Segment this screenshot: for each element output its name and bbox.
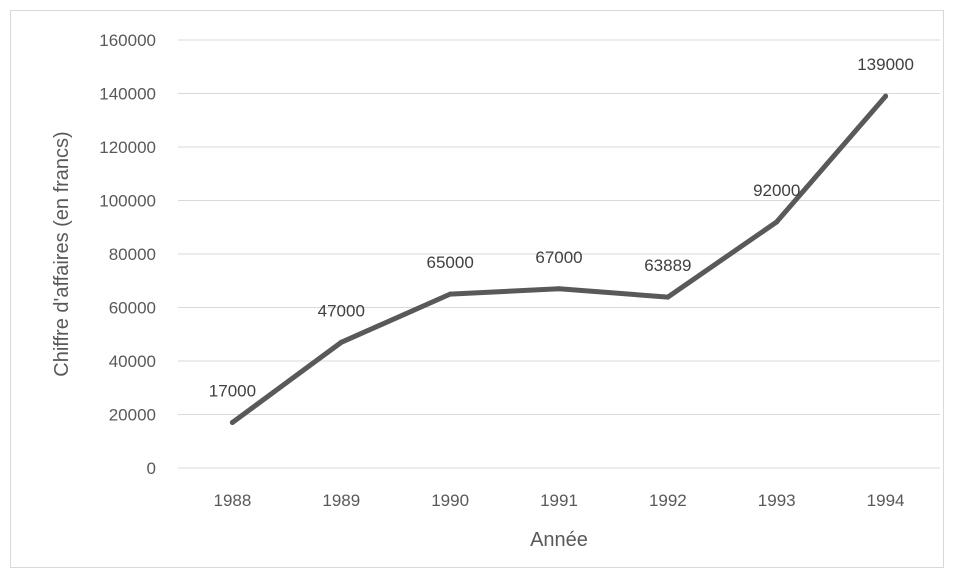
data-label: 63889 bbox=[644, 256, 691, 275]
data-label: 65000 bbox=[427, 253, 474, 272]
x-tick-label: 1990 bbox=[431, 491, 469, 510]
x-tick-label: 1991 bbox=[540, 491, 578, 510]
x-tick-label: 1992 bbox=[649, 491, 687, 510]
y-tick-label: 160000 bbox=[99, 31, 156, 50]
y-axis-ticks: 0 20000 40000 60000 80000 100000 120000 140000 1… bbox=[99, 31, 156, 478]
series-layer bbox=[229, 93, 889, 426]
data-point bbox=[883, 93, 889, 99]
data-point bbox=[774, 219, 780, 225]
x-axis-ticks: 1988 1989 1990 1991 1992 1993 1994 bbox=[214, 491, 905, 510]
x-axis-title: Année bbox=[530, 529, 588, 551]
data-label: 92000 bbox=[753, 181, 800, 200]
chart-frame bbox=[10, 10, 944, 568]
y-tick-label: 100000 bbox=[99, 192, 156, 211]
data-labels: 17000 47000 65000 67000 63889 92000 139000 bbox=[209, 55, 914, 400]
data-point bbox=[447, 291, 453, 297]
y-tick-label: 60000 bbox=[109, 299, 156, 318]
y-tick-label: 80000 bbox=[109, 245, 156, 264]
x-tick-label: 1994 bbox=[867, 491, 905, 510]
x-tick-label: 1989 bbox=[322, 491, 360, 510]
y-tick-label: 40000 bbox=[109, 352, 156, 371]
data-label: 47000 bbox=[318, 301, 365, 320]
y-tick-label: 120000 bbox=[99, 138, 156, 157]
data-point bbox=[556, 286, 562, 292]
data-point bbox=[229, 420, 235, 426]
data-label: 17000 bbox=[209, 382, 256, 401]
x-tick-label: 1988 bbox=[214, 491, 252, 510]
data-label: 67000 bbox=[535, 248, 582, 267]
y-tick-label: 20000 bbox=[109, 406, 156, 425]
x-tick-label: 1993 bbox=[758, 491, 796, 510]
data-label: 139000 bbox=[857, 55, 914, 74]
data-point bbox=[338, 339, 344, 345]
data-point bbox=[665, 294, 671, 300]
y-tick-label: 140000 bbox=[99, 85, 156, 104]
gridlines bbox=[178, 39, 940, 469]
y-axis-title: Chiffre d'affaires (en francs) bbox=[51, 131, 73, 376]
y-tick-label: 0 bbox=[147, 459, 156, 478]
